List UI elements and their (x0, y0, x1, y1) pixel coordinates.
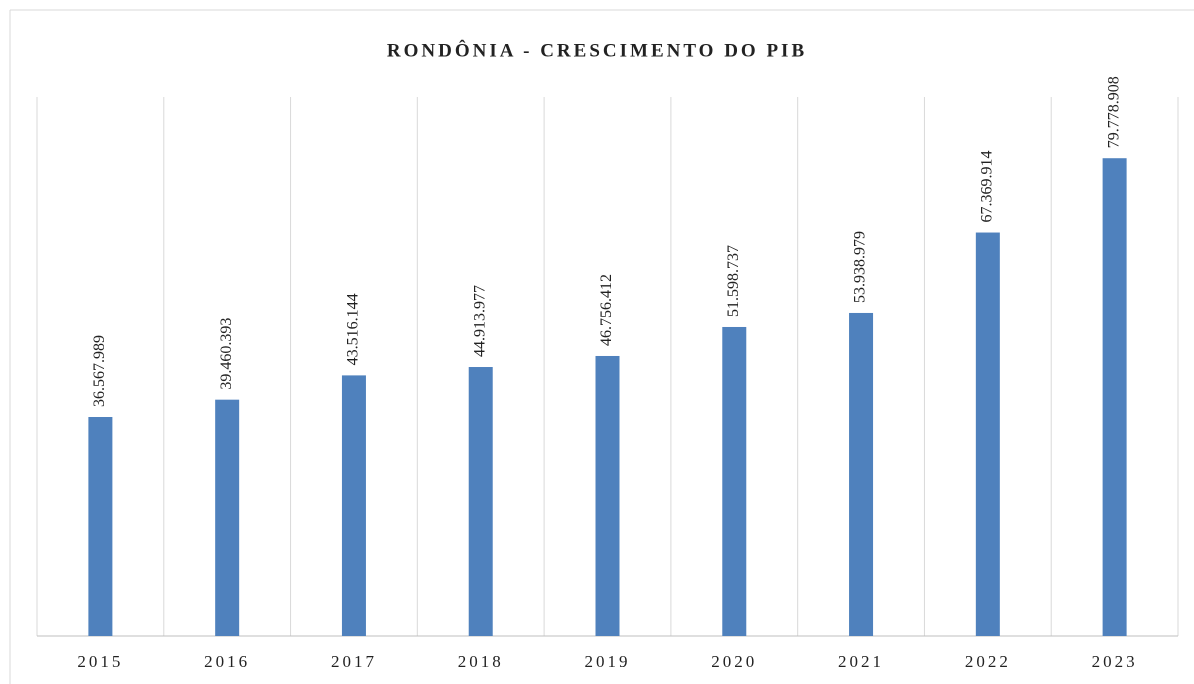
bar (341, 375, 366, 636)
x-tick-label: 2017 (331, 652, 377, 671)
bar (975, 232, 1000, 637)
bar (849, 312, 874, 636)
bar (215, 399, 240, 636)
x-tick-label: 2018 (458, 652, 504, 671)
bar (722, 326, 747, 636)
data-label: 43.516.144 (345, 293, 362, 365)
data-label: 39.460.393 (218, 318, 235, 390)
x-tick-label: 2020 (711, 652, 757, 671)
x-tick-label: 2023 (1092, 652, 1138, 671)
data-label: 53.938.979 (852, 231, 869, 303)
bar (88, 416, 113, 636)
chart-title: RONDÔNIA - CRESCIMENTO DO PIB (387, 39, 807, 61)
bar (595, 355, 620, 636)
data-label: 44.913.977 (471, 285, 488, 357)
x-tick-label: 2016 (204, 652, 250, 671)
data-label: 67.369.914 (979, 151, 996, 223)
data-label: 79.778.908 (1105, 76, 1122, 148)
x-tick-label: 2022 (965, 652, 1011, 671)
bar (1102, 158, 1127, 636)
data-label: 36.567.989 (91, 335, 108, 407)
data-label: 51.598.737 (725, 245, 742, 317)
x-tick-label: 2019 (585, 652, 631, 671)
x-tick-label: 2015 (77, 652, 123, 671)
data-label: 46.756.412 (598, 274, 615, 346)
x-tick-label: 2021 (838, 652, 884, 671)
bar (468, 367, 493, 636)
